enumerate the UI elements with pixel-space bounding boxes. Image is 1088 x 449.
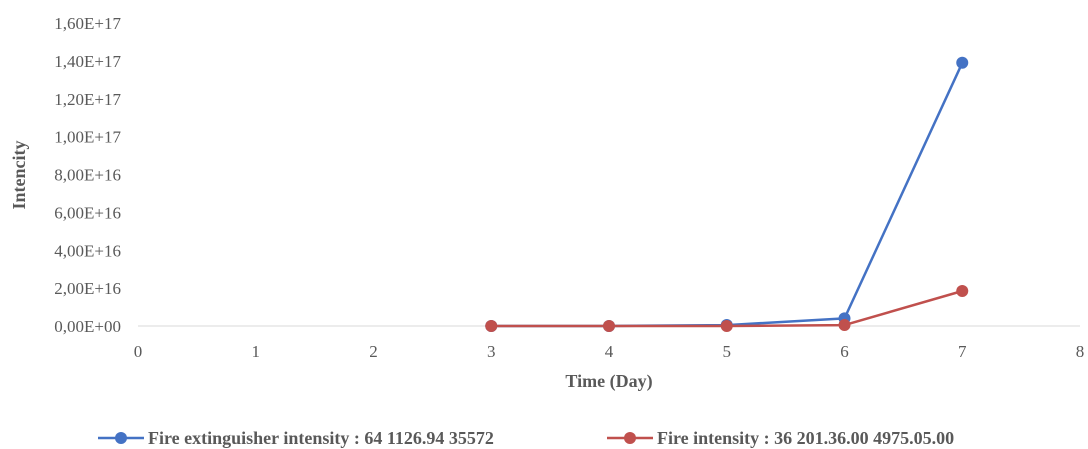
y-tick-label: 1,20E+17 — [54, 90, 121, 109]
y-axis-title: Intencity — [9, 141, 29, 210]
legend-label: Fire intensity : 36 201.36.00 4975.05.00 — [657, 428, 954, 448]
data-point — [485, 320, 498, 332]
legend-item: Fire intensity : 36 201.36.00 4975.05.00 — [607, 428, 954, 448]
x-tick-label: 0 — [134, 342, 143, 361]
data-point — [838, 319, 851, 332]
x-tick-label: 8 — [1076, 342, 1085, 361]
data-point — [603, 320, 615, 332]
series-1 — [485, 56, 969, 332]
y-axis-ticks: 0,00E+00 2,00E+16 4,00E+16 6,00E+16 8,00E+16… — [54, 14, 121, 336]
y-tick-label: 1,00E+17 — [54, 128, 121, 147]
y-tick-label: 1,60E+17 — [54, 14, 121, 33]
legend: Fire extinguisher intensity : 64 1126.94… — [98, 428, 954, 448]
y-tick-label: 8,00E+16 — [54, 166, 121, 185]
data-point — [720, 320, 733, 332]
y-tick-label: 6,00E+16 — [54, 203, 121, 222]
data-point — [956, 56, 969, 69]
y-tick-label: 4,00E+16 — [54, 241, 121, 260]
legend-marker — [624, 432, 636, 444]
series-2 — [485, 284, 969, 332]
series-line — [491, 62, 964, 328]
y-tick-label: 1,40E+17 — [54, 52, 121, 71]
x-tick-label: 6 — [840, 342, 849, 361]
x-tick-label: 3 — [487, 342, 496, 361]
x-tick-label: 5 — [723, 342, 732, 361]
legend-label: Fire extinguisher intensity : 64 1126.94… — [148, 428, 494, 448]
x-tick-label: 4 — [605, 342, 614, 361]
x-axis-title: Time (Day) — [565, 371, 652, 392]
series-layer — [485, 56, 969, 332]
x-axis-ticks: 0 1 2 3 4 5 6 7 8 — [134, 342, 1085, 361]
x-tick-label: 7 — [958, 342, 967, 361]
y-tick-label: 2,00E+16 — [54, 279, 121, 298]
y-tick-label: 0,00E+00 — [54, 317, 121, 336]
x-tick-label: 1 — [252, 342, 261, 361]
data-point — [956, 284, 969, 297]
legend-item: Fire extinguisher intensity : 64 1126.94… — [98, 428, 494, 448]
legend-marker — [115, 432, 127, 444]
x-tick-label: 2 — [369, 342, 378, 361]
